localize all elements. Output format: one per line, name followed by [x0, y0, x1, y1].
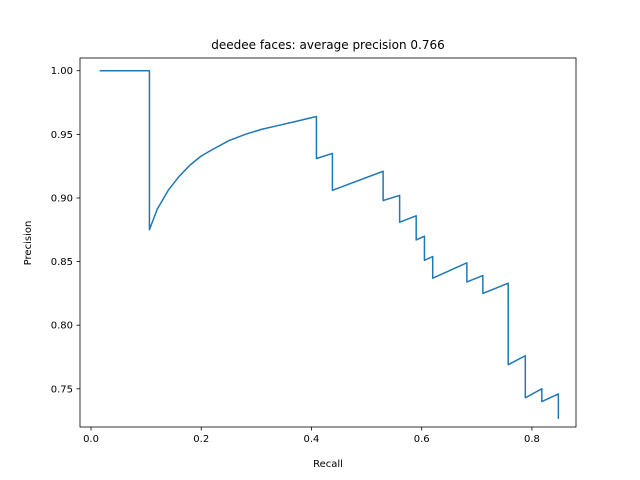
x-tick-label: 0.2	[193, 434, 209, 445]
chart-title: deedee faces: average precision 0.766	[211, 38, 445, 52]
axis-ticks: 0.0 0.2 0.4 0.6 0.8 0.75 0.80 0.85 0.90 0.95 1.00	[51, 66, 540, 445]
y-tick-label: 0.95	[51, 130, 73, 141]
plot-background	[80, 58, 576, 427]
y-tick-label: 0.85	[51, 257, 73, 268]
axes-frame	[79, 57, 577, 428]
x-tick-label: 0.6	[414, 434, 430, 445]
y-tick-label: 1.00	[51, 66, 73, 77]
x-axis-label: Recall	[313, 459, 343, 470]
series-line-0	[99, 69, 560, 419]
y-tick-label: 0.80	[51, 321, 73, 332]
x-tick-label: 0.8	[524, 434, 540, 445]
x-tick-label: 0.4	[304, 434, 320, 445]
y-tick-label: 0.75	[51, 384, 73, 395]
y-axis-label: Precision	[23, 221, 34, 266]
x-tick-label: 0.0	[83, 434, 99, 445]
y-tick-label: 0.90	[51, 193, 73, 204]
plot-area	[79, 57, 577, 428]
